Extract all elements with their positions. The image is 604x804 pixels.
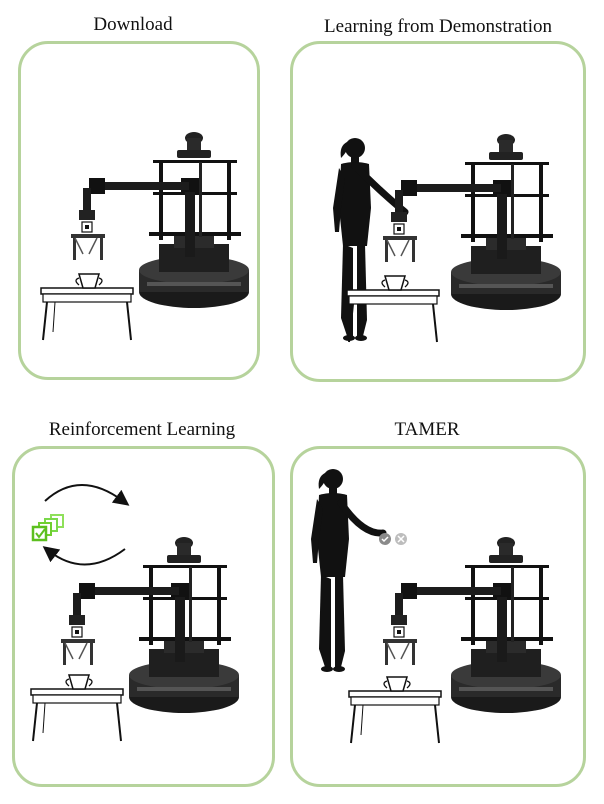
download-scene — [40, 131, 250, 341]
rl-scene — [30, 484, 240, 742]
panel-lfd — [290, 41, 586, 382]
lfd-scene — [333, 133, 562, 343]
table-illustration — [30, 674, 124, 742]
panel-download — [18, 41, 260, 380]
panel-rl — [12, 446, 275, 787]
table-illustration — [348, 676, 442, 744]
robot-illustration — [70, 131, 250, 309]
robot-illustration — [382, 536, 562, 714]
x-circle-icon — [395, 533, 407, 545]
cycle-arrows-icon — [42, 484, 130, 566]
stacked-checkbox-icon — [31, 514, 64, 542]
robot-illustration — [382, 133, 562, 311]
table-illustration — [40, 273, 134, 341]
check-circle-icon — [379, 533, 391, 545]
panel-title-download: Download — [93, 14, 173, 35]
tamer-scene — [311, 469, 562, 744]
panel-title-lfd: Learning from Demonstration — [324, 16, 552, 37]
panel-title-rl: Reinforcement Learning — [48, 419, 236, 440]
panel-tamer — [290, 446, 586, 787]
human-silhouette — [311, 469, 349, 672]
panel-title-tamer: TAMER — [394, 419, 460, 440]
